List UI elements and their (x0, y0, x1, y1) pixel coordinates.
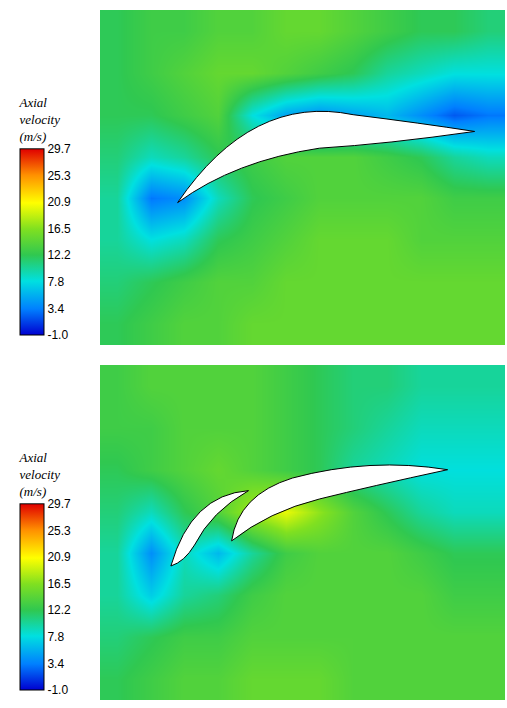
svg-text:25.3: 25.3 (47, 169, 71, 183)
svg-text:-1.0: -1.0 (47, 683, 68, 697)
svg-text:20.9: 20.9 (47, 550, 71, 564)
svg-text:29.7: 29.7 (47, 142, 71, 156)
svg-text:7.8: 7.8 (47, 630, 64, 644)
svg-text:7.8: 7.8 (47, 275, 64, 289)
svg-text:Axialvelocity(m/s): Axialvelocity(m/s) (19, 95, 61, 144)
svg-text:3.4: 3.4 (47, 302, 64, 316)
svg-text:-1.0: -1.0 (47, 328, 68, 342)
svg-text:12.2: 12.2 (47, 603, 71, 617)
svg-text:25.3: 25.3 (47, 524, 71, 538)
svg-text:12.2: 12.2 (47, 248, 71, 262)
svg-text:29.7: 29.7 (47, 497, 71, 511)
svg-text:3.4: 3.4 (47, 657, 64, 671)
svg-text:Axialvelocity(m/s): Axialvelocity(m/s) (19, 450, 61, 499)
svg-text:16.5: 16.5 (47, 577, 71, 591)
svg-text:20.9: 20.9 (47, 195, 71, 209)
svg-text:16.5: 16.5 (47, 222, 71, 236)
